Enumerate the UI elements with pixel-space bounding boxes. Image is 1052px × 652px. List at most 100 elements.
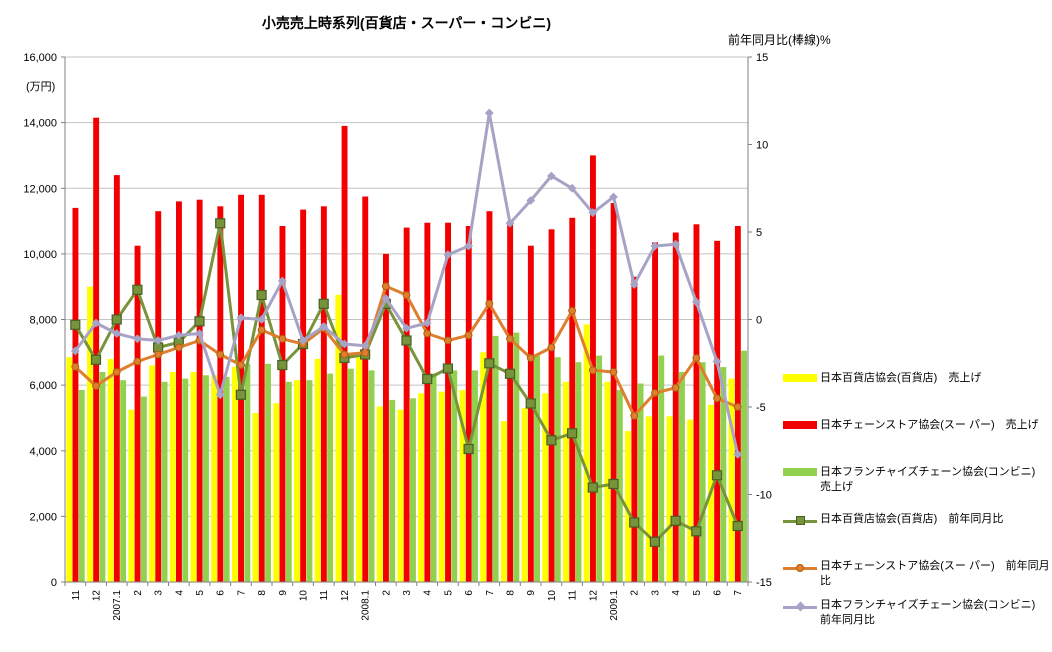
bar [169, 372, 176, 582]
bar [182, 378, 189, 582]
circle-marker [92, 382, 100, 390]
circle-marker [733, 403, 742, 411]
circle-marker [568, 306, 576, 315]
chart-title: 小売売上時系列(百貨店・スーパー・コンビニ) [261, 15, 552, 31]
square-marker [277, 359, 288, 371]
legend-item-department-sales: 日本百貨店協会(百貨店) 売上げ [783, 371, 981, 386]
square-marker [215, 218, 226, 229]
left-tick-label: 14,000 [23, 118, 57, 130]
bar [424, 222, 431, 582]
left-tick-label: 0 [51, 577, 57, 589]
legend-item-supermarket-sales: 日本チェーンストア協会(スー パー) 売上げ [783, 418, 1039, 433]
bar [472, 370, 478, 582]
bar [327, 373, 334, 582]
bar [231, 367, 238, 582]
x-tick-label: 2008.1 [361, 590, 372, 621]
legend-label: 日本チェーンストア協会(スー パー) 前年同月比 [820, 560, 1050, 588]
bar [616, 390, 623, 582]
right-tick-label: 5 [756, 227, 762, 239]
circle-marker [651, 389, 659, 397]
x-tick-label: 11 [71, 590, 82, 601]
x-tick-label: 5 [195, 590, 206, 596]
x-tick-label: 12 [588, 590, 599, 602]
diamond-marker [609, 192, 618, 202]
bar [521, 408, 528, 582]
bar [513, 332, 520, 582]
bar [720, 367, 727, 582]
legend-diamond-marker-icon [795, 601, 806, 612]
bar [252, 413, 259, 582]
square-marker [732, 520, 743, 532]
bar [244, 363, 251, 582]
legend-label: 日本チェーンストア協会(スー パー) 売上げ [820, 419, 1039, 431]
bar [176, 201, 182, 582]
bar [258, 194, 265, 583]
diamond-marker [215, 390, 225, 400]
bar [285, 381, 292, 582]
legend-line-swatch [783, 601, 817, 612]
x-tick-label: 2009.1 [609, 590, 620, 621]
bar [699, 362, 706, 582]
bar [604, 381, 611, 582]
bar [190, 372, 197, 582]
diamond-marker [402, 323, 411, 333]
legend-item-supermarket-yoy: 日本チェーンストア協会(スー パー) 前年同月比 [783, 559, 1051, 590]
circle-marker [237, 361, 245, 369]
circle-marker [588, 366, 597, 375]
legend-bar-swatch [783, 374, 817, 382]
diamond-marker [567, 183, 577, 193]
bar [294, 380, 300, 582]
bar [507, 221, 514, 582]
right-tick-label: 15 [756, 52, 768, 64]
legend-item-department-yoy: 日本百貨店協会(百貨店) 前年同月比 [783, 512, 1003, 527]
circle-marker [547, 343, 556, 352]
axes [61, 56, 752, 586]
circle-marker [216, 350, 225, 359]
x-tick-label: 10 [547, 590, 558, 602]
left-tick-label: 12,000 [23, 183, 57, 195]
circle-marker [485, 299, 494, 308]
x-tick-label: 6 [713, 590, 724, 596]
square-marker [90, 354, 102, 365]
diamond-marker [236, 313, 246, 323]
x-tick-label: 10 [299, 590, 310, 602]
bar [120, 380, 127, 582]
left-axis-unit-label: (万円) [26, 81, 56, 93]
bar [666, 416, 673, 582]
bar [149, 365, 155, 582]
circle-marker [506, 334, 514, 343]
square-marker [318, 298, 329, 309]
square-marker [691, 526, 702, 537]
bar [527, 245, 534, 582]
legend-bar-swatch [783, 421, 817, 429]
square-marker [525, 398, 536, 409]
legend-item-convenience-sales: 日本フランチャイズチェーン協会(コンビニ) 売上げ [783, 465, 1051, 496]
x-tick-label: 2 [630, 590, 641, 596]
bar [480, 352, 487, 582]
legend-label: 日本百貨店協会(百貨店) 前年同月比 [820, 513, 1004, 525]
x-tick-label: 9 [278, 590, 289, 596]
circle-marker [133, 357, 142, 366]
bar [72, 207, 79, 582]
diamond-marker [360, 341, 370, 351]
bar [687, 419, 694, 582]
diamond-marker [112, 329, 122, 338]
square-marker [132, 284, 143, 295]
circle-marker [361, 348, 370, 357]
bar [320, 206, 327, 583]
circle-marker [464, 331, 473, 340]
x-tick-label: 2007.1 [112, 590, 123, 621]
bar [583, 324, 590, 582]
bar [596, 355, 603, 582]
bar [376, 406, 383, 582]
x-tick-label: 6 [216, 590, 227, 596]
bar [625, 431, 631, 582]
bar [430, 373, 437, 582]
x-tick-label: 11 [568, 590, 579, 601]
bar [155, 211, 162, 582]
circle-marker [278, 334, 287, 343]
bar [569, 217, 576, 583]
x-axis-labels: 11 12 2007.1 2 3 4 5 6 7 8 9 10 11 12 2008.1 2 3 4 5 6 7 8 9 10… [71, 590, 744, 621]
